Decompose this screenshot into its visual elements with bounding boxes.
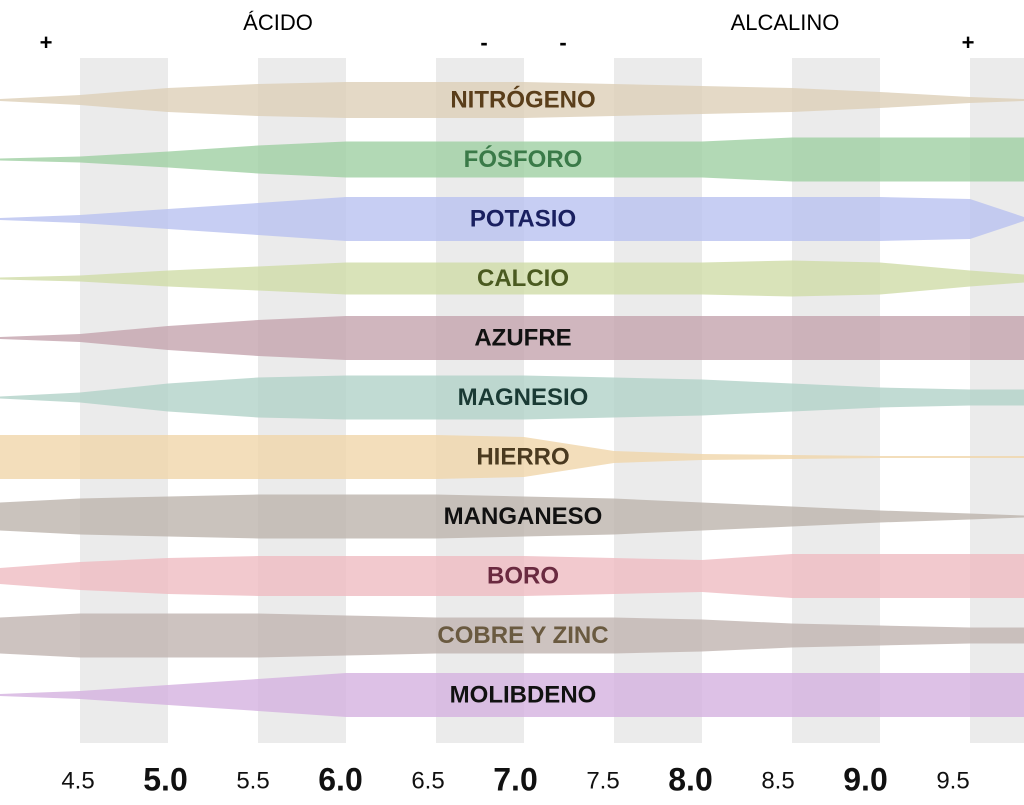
nutrient-label: MAGNESIO: [458, 384, 589, 411]
nutrient-band: [0, 260, 1024, 297]
alkaline-label: ALCALINO: [731, 10, 840, 35]
nutrient-label: HIERRO: [476, 443, 569, 470]
nutrient-label: CALCIO: [477, 265, 569, 292]
nutrient-label: POTASIO: [470, 205, 576, 232]
nutrient-label: BORO: [487, 562, 559, 589]
weak-alkaline: -: [559, 30, 566, 55]
nutrient-band: [0, 435, 1024, 479]
nutrient-band: [0, 137, 1024, 182]
nutrient-band: [0, 82, 1024, 118]
ph-tick-label: 9.5: [936, 767, 969, 794]
strong-alkaline: +: [962, 30, 975, 55]
nutrient-label: NITRÓGENO: [450, 85, 595, 113]
nutrient-label: MOLIBDENO: [450, 681, 597, 708]
nutrient-band: [0, 494, 1024, 539]
ph-tick-label: 8.5: [761, 767, 794, 794]
nutrient-label: COBRE Y ZINC: [437, 622, 608, 649]
nutrient-band: [0, 613, 1024, 658]
ph-tick-label: 6.5: [411, 767, 444, 794]
acid-label: ÁCIDO: [243, 10, 313, 35]
weak-acid: -: [480, 30, 487, 55]
ph-tick-label: 7.0: [493, 761, 537, 797]
nutrient-label: MANGANESO: [444, 503, 603, 530]
nutrient-band: [0, 197, 1024, 241]
nutrient-band: [0, 673, 1024, 717]
ph-tick-label: 5.0: [143, 761, 187, 797]
ph-tick-label: 6.0: [318, 761, 362, 797]
ph-tick-label: 4.5: [61, 767, 94, 794]
ph-tick-label: 5.5: [236, 767, 269, 794]
nutrient-band: [0, 316, 1024, 360]
strong-acid: +: [40, 30, 53, 55]
ph-tick-label: 9.0: [843, 761, 887, 797]
nutrient-label: FÓSFORO: [464, 145, 583, 173]
nutrient-band: [0, 375, 1024, 420]
nutrient-band: [0, 554, 1024, 598]
nutrient-label: AZUFRE: [474, 324, 571, 351]
ph-tick-label: 7.5: [586, 767, 619, 794]
ph-tick-label: 8.0: [668, 761, 712, 797]
bands: [0, 82, 1024, 717]
